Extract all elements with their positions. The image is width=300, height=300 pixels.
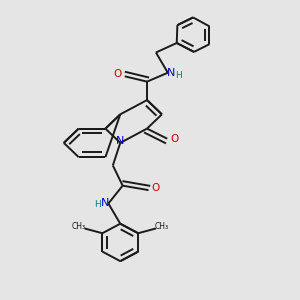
Text: N: N <box>116 136 124 146</box>
Text: H: H <box>175 70 181 80</box>
Text: H: H <box>94 200 100 209</box>
Text: CH₃: CH₃ <box>72 222 86 231</box>
Text: O: O <box>170 134 179 144</box>
Text: CH₃: CH₃ <box>155 222 169 231</box>
Text: N: N <box>100 199 109 208</box>
Text: O: O <box>113 69 122 79</box>
Text: N: N <box>167 68 176 78</box>
Text: O: O <box>152 183 160 193</box>
